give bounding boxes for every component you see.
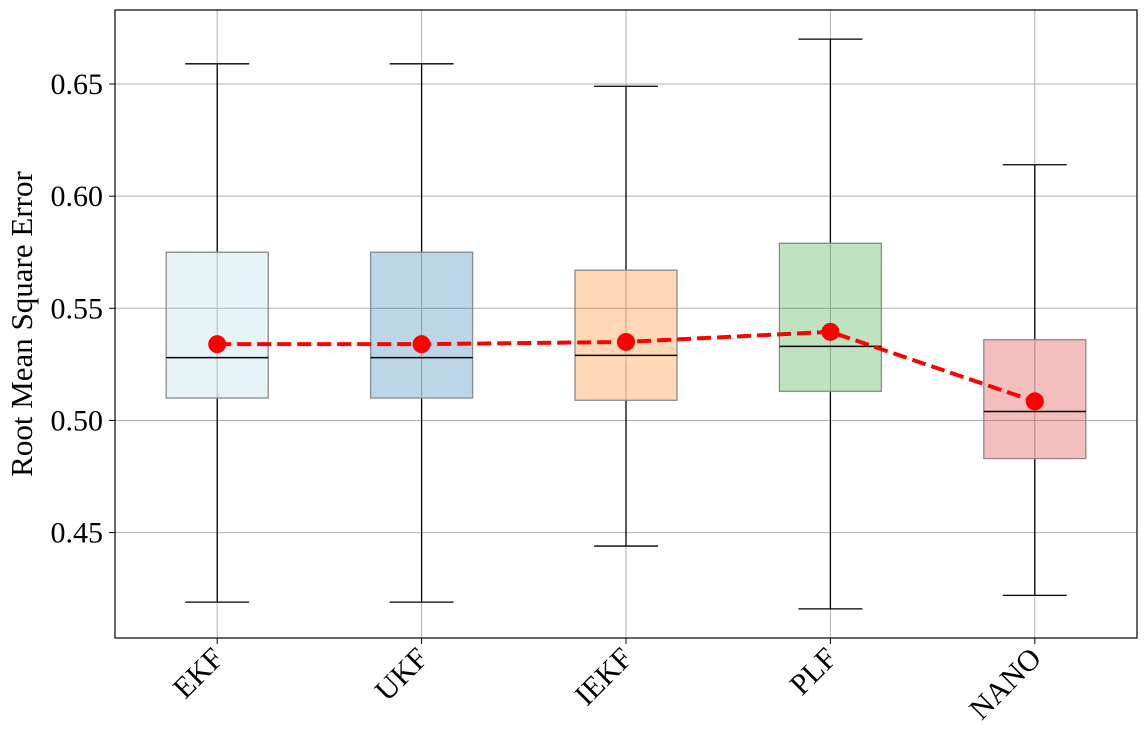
mean-marker <box>821 322 840 341</box>
y-tick-label: 0.50 <box>51 404 104 437</box>
boxes <box>165 38 1087 610</box>
iqr-box <box>165 251 269 399</box>
iqr-box <box>369 251 474 399</box>
y-axis-label: Root Mean Square Error <box>4 171 39 477</box>
x-tick-label: EKF <box>167 642 230 705</box>
y-tick-label: 0.65 <box>51 68 104 101</box>
x-tick-label: UKF <box>369 642 435 708</box>
x-tick-label: NANO <box>963 642 1048 727</box>
box-plf <box>778 38 883 610</box>
x-tick-label: PLF <box>783 642 843 702</box>
iqr-box <box>983 339 1087 460</box>
y-tick-label: 0.60 <box>51 180 104 213</box>
box-iekf <box>574 85 678 547</box>
x-tick-label: IEKF <box>568 642 638 712</box>
mean-marker <box>617 332 635 351</box>
mean-marker <box>1025 392 1044 411</box>
mean-marker <box>412 335 431 354</box>
box-nano <box>983 164 1087 597</box>
y-tick-label: 0.45 <box>51 517 104 550</box>
iqr-box <box>778 242 883 392</box>
box-ekf <box>165 63 269 603</box>
box-ukf <box>369 63 474 603</box>
mean-series <box>208 322 1044 411</box>
y-tick-label: 0.55 <box>51 292 104 325</box>
mean-marker <box>208 335 227 354</box>
